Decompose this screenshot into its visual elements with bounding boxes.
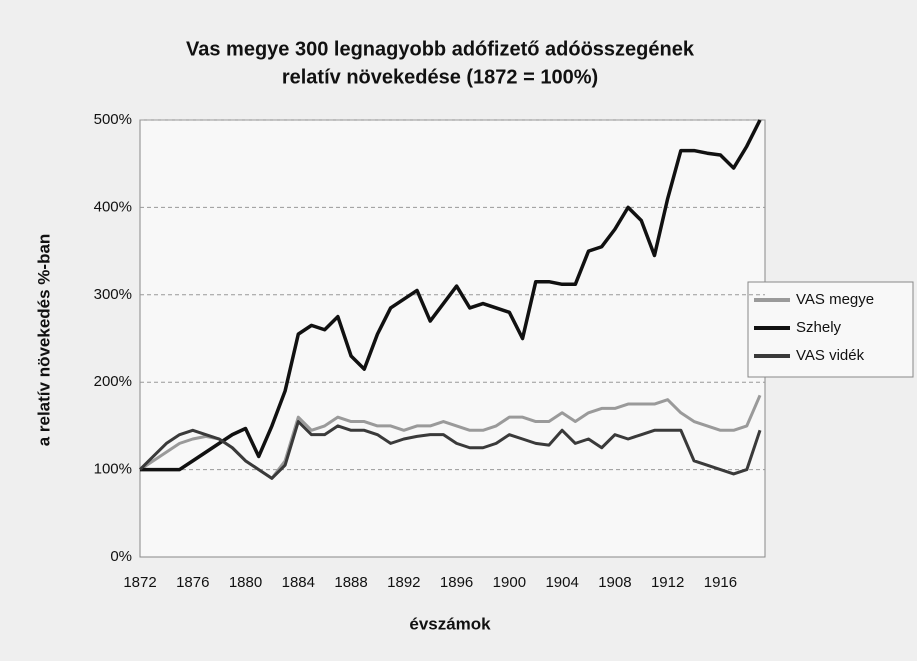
legend-label: Szhely: [796, 319, 842, 336]
chart-title: Vas megye 300 legnagyobb adófizető adóös…: [186, 38, 695, 60]
chart-title: relatív növekedése (1872 = 100%): [282, 66, 598, 88]
x-tick-label: 1880: [229, 574, 262, 591]
y-tick-label: 100%: [94, 461, 132, 478]
x-axis-title: évszámok: [409, 614, 491, 633]
x-tick-label: 1908: [598, 574, 631, 591]
x-tick-label: 1876: [176, 574, 209, 591]
y-tick-label: 400%: [94, 198, 132, 215]
x-tick-label: 1872: [123, 574, 156, 591]
x-tick-label: 1884: [282, 574, 315, 591]
y-tick-label: 0%: [110, 548, 132, 565]
plot-area: [139, 119, 766, 558]
x-tick-label: 1892: [387, 574, 420, 591]
x-tick-label: 1904: [545, 574, 578, 591]
y-axis-title: a relatív növekedés %-ban: [34, 234, 53, 447]
legend-label: VAS megye: [796, 291, 874, 308]
legend-label: VAS vidék: [796, 347, 865, 364]
line-series: [140, 119, 762, 472]
y-tick-label: 300%: [94, 286, 132, 303]
x-tick-label: 1912: [651, 574, 684, 591]
y-tick-label: 500%: [94, 111, 132, 128]
x-tick-label: 1916: [704, 574, 737, 591]
x-tick-label: 1896: [440, 574, 473, 591]
x-tick-label: 1888: [334, 574, 367, 591]
y-tick-label: 200%: [94, 373, 132, 390]
line-series: [138, 420, 762, 480]
x-tick-label: 1900: [493, 574, 526, 591]
